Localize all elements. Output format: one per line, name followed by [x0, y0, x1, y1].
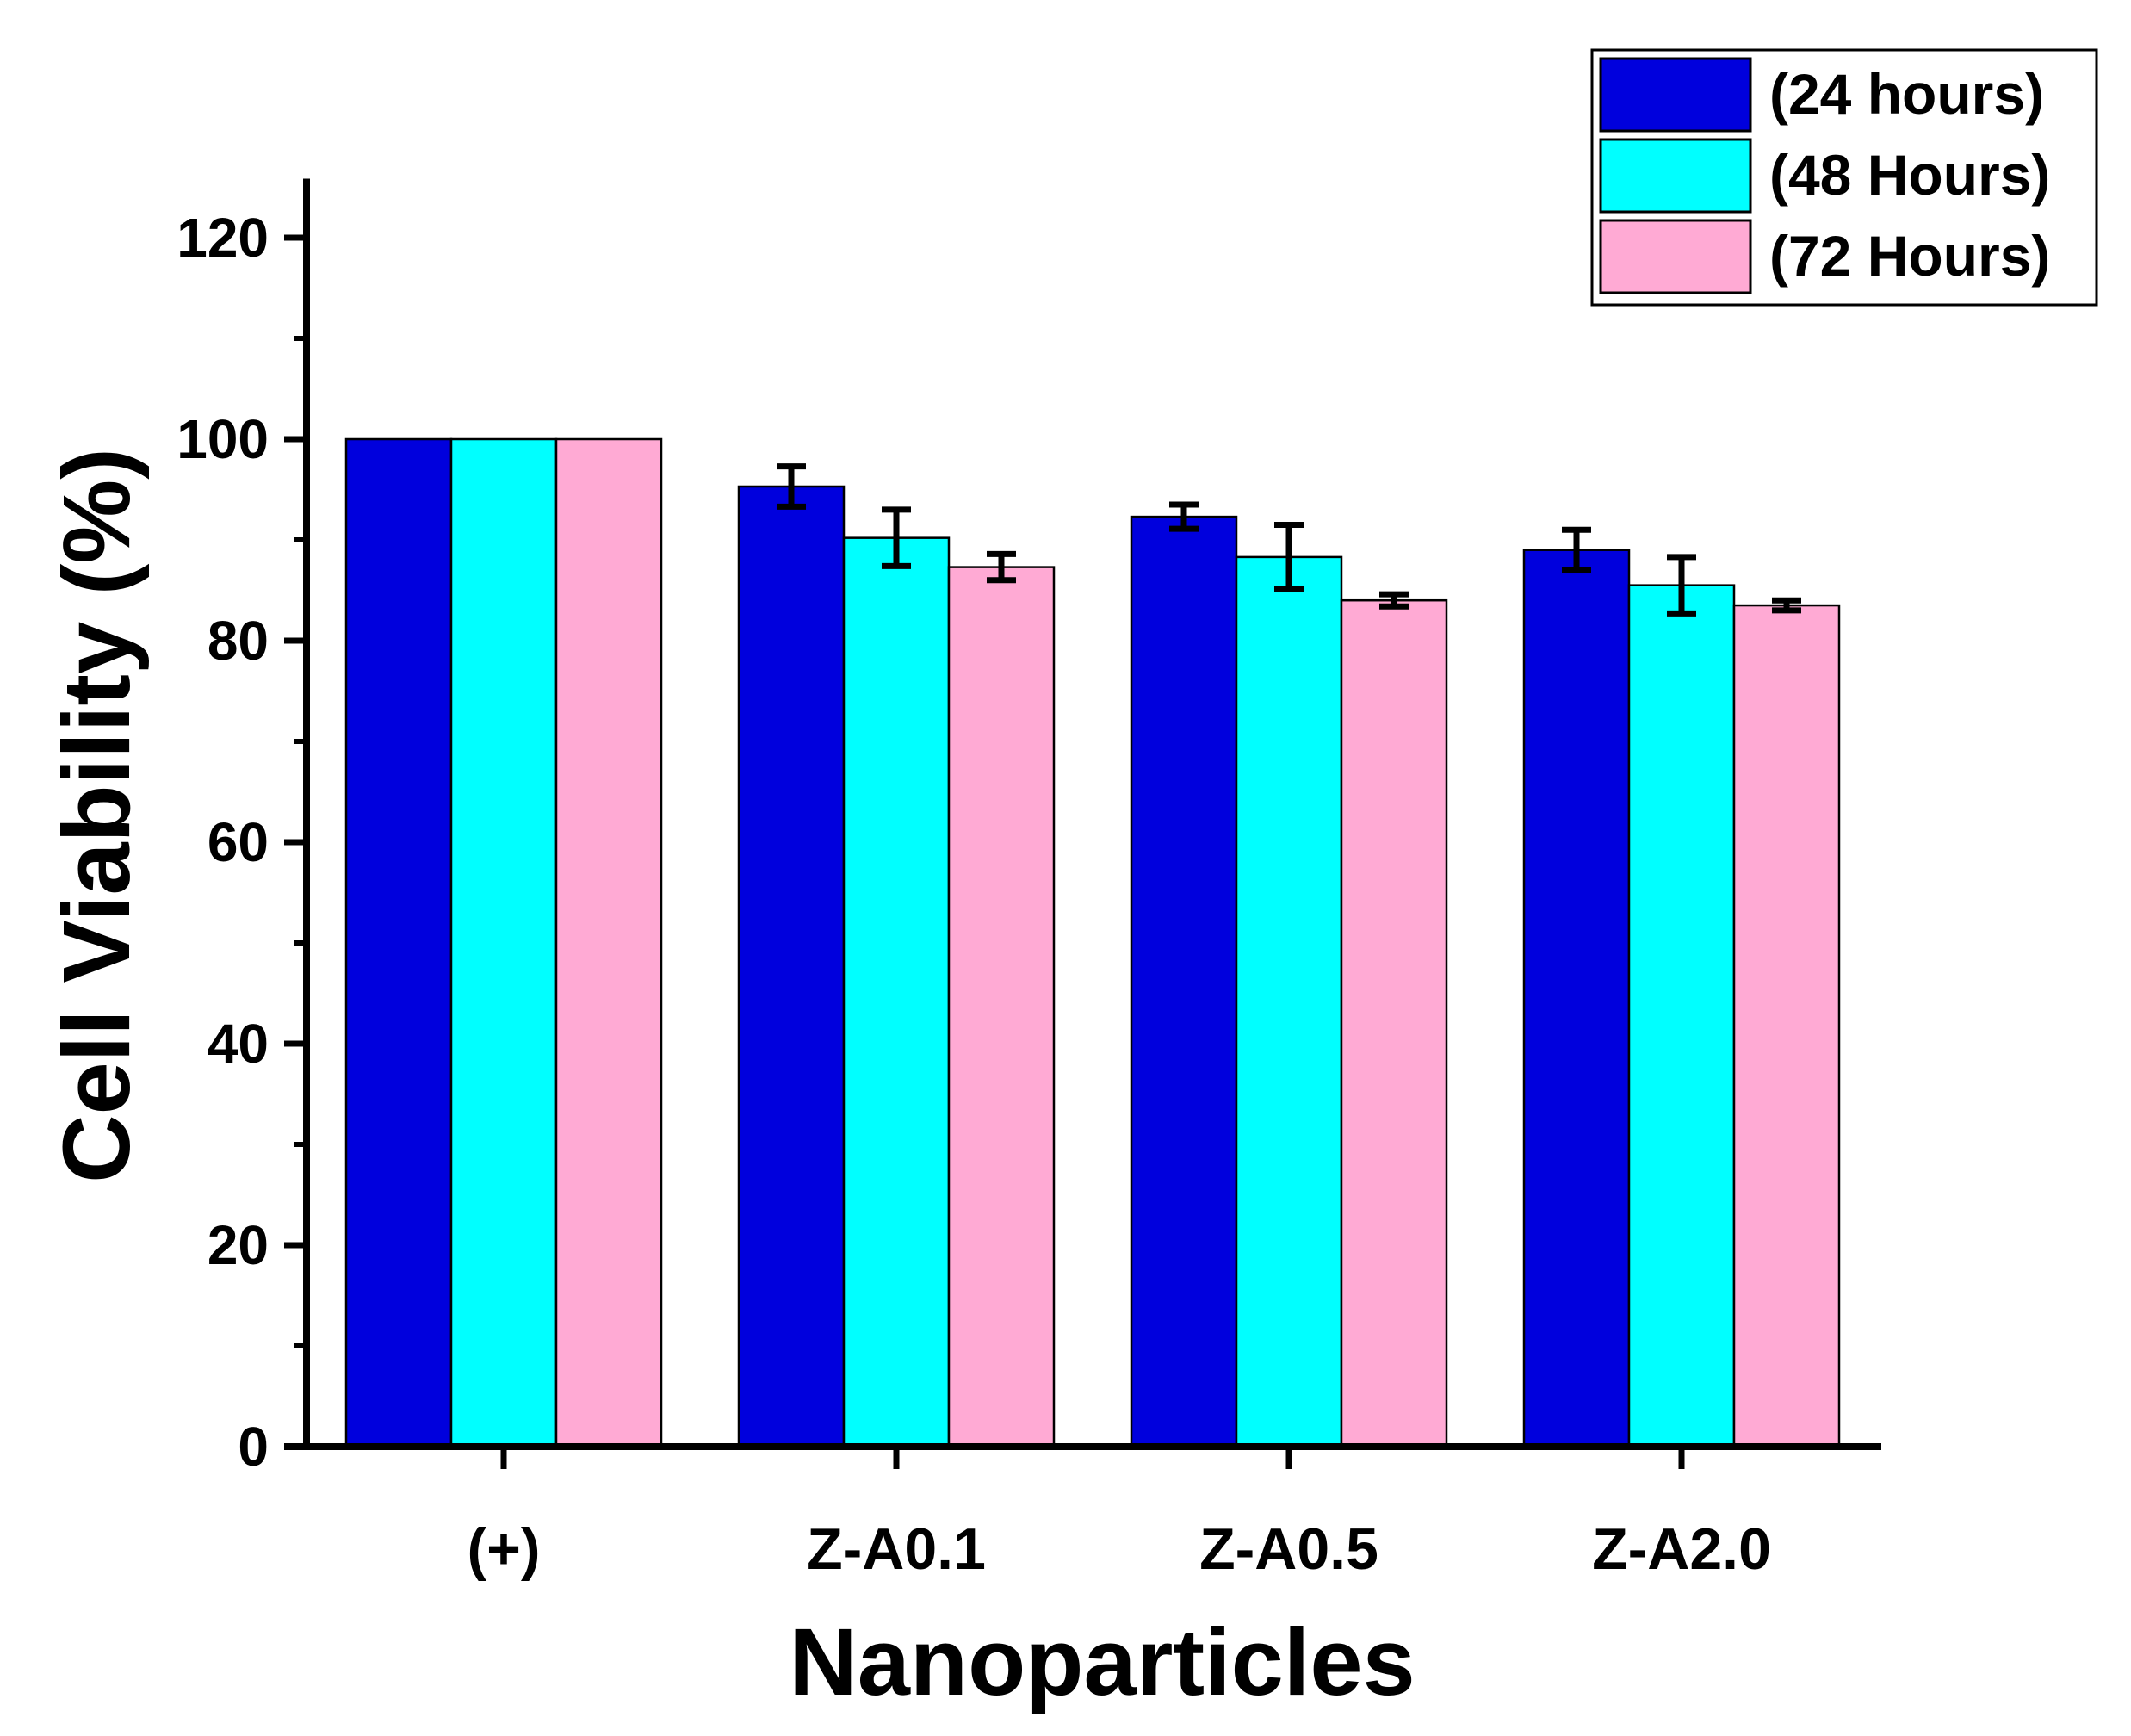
bar-3-2	[947, 566, 1056, 1448]
bar-3-1	[554, 437, 663, 1448]
legend-label-1: (24 hours)	[1769, 62, 2044, 126]
bar-2-1	[449, 437, 558, 1448]
legend: (24 hours) (48 Hours) (72 Hours)	[1590, 48, 2098, 307]
error-bars-group	[777, 463, 1801, 617]
y-tick-label: 100	[177, 408, 269, 470]
y-tick-label: 80	[208, 610, 269, 672]
bar-2-3	[1235, 555, 1343, 1448]
y-tick-label: 40	[208, 1013, 269, 1075]
bar-2-4	[1627, 584, 1736, 1448]
bar-1-4	[1522, 549, 1631, 1448]
bar-1-2	[737, 485, 846, 1448]
bar-3-3	[1340, 598, 1448, 1448]
bar-1-1	[344, 437, 453, 1448]
x-ticks-group: (+) Z-A0.1 Z-A0.5 Z-A2.0	[468, 1447, 1771, 1582]
bars-group	[344, 437, 1841, 1448]
legend-swatch-1	[1599, 57, 1752, 133]
legend-swatch-2	[1599, 138, 1752, 214]
y-tick-label: 120	[177, 207, 269, 269]
y-tick-label: 0	[238, 1416, 269, 1478]
y-ticks-group: 0 20 40 60 80 100 120	[177, 207, 307, 1478]
x-tick-label: (+)	[468, 1516, 541, 1582]
bar-2-2	[842, 536, 951, 1448]
x-axis-title: Nanoparticles	[789, 1609, 1415, 1715]
legend-swatch-3	[1599, 219, 1752, 294]
y-tick-label: 60	[208, 811, 269, 873]
x-tick-label: Z-A0.5	[1199, 1516, 1378, 1582]
x-tick-label: Z-A2.0	[1592, 1516, 1771, 1582]
x-tick-label: Z-A0.1	[807, 1516, 986, 1582]
legend-label-3: (72 Hours)	[1769, 224, 2050, 288]
y-tick-label: 20	[208, 1214, 269, 1276]
bar-3-4	[1732, 604, 1841, 1448]
axes-group	[284, 178, 1881, 1450]
bar-1-3	[1130, 515, 1238, 1448]
y-axis-title: Cell Viability (%)	[44, 448, 150, 1183]
legend-label-2: (48 Hours)	[1769, 143, 2050, 207]
